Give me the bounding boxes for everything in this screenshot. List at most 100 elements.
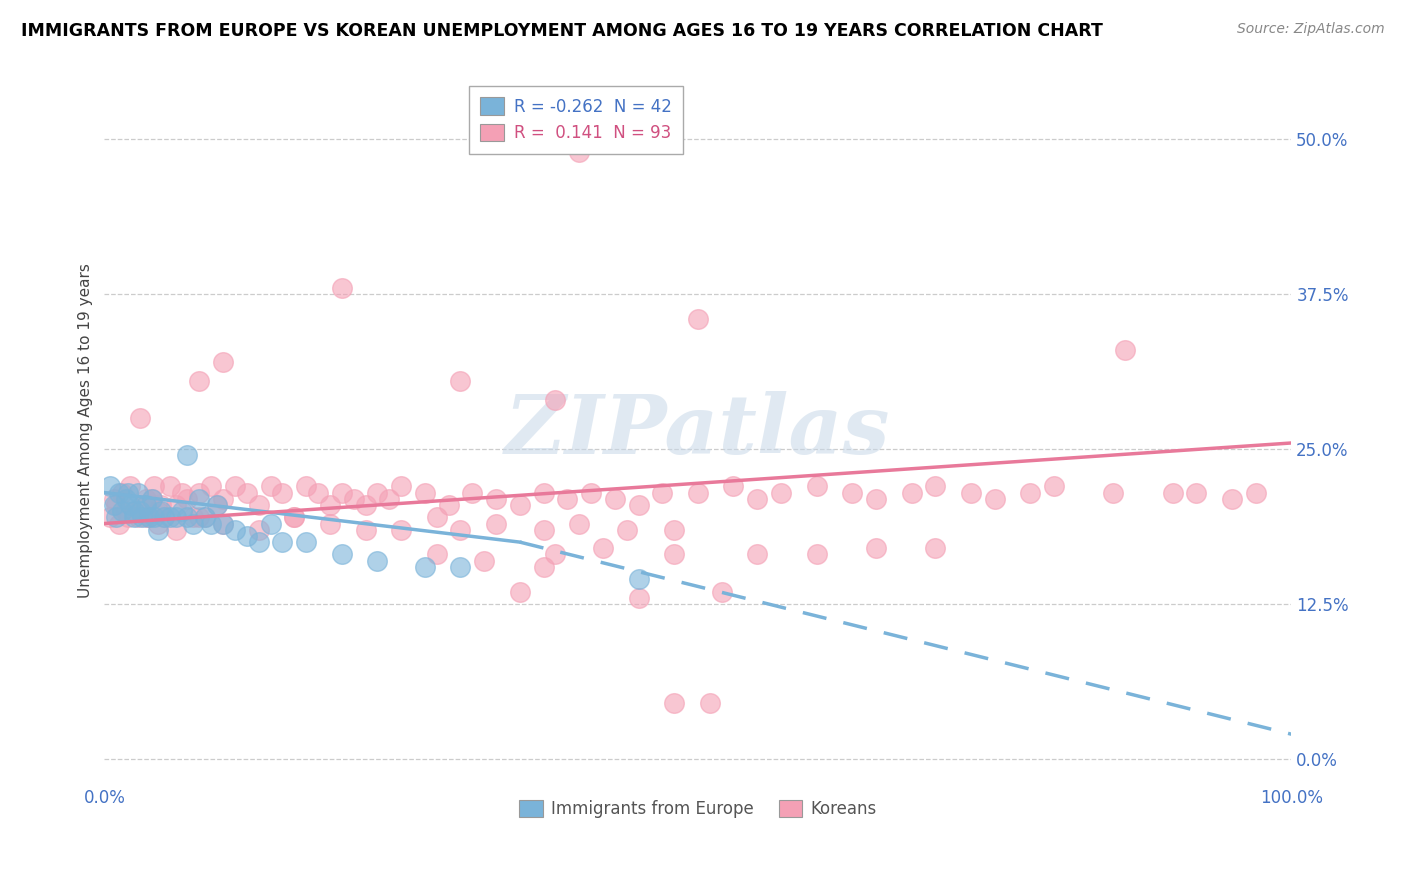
Point bbox=[283, 510, 305, 524]
Point bbox=[283, 510, 305, 524]
Point bbox=[194, 510, 217, 524]
Point bbox=[188, 374, 211, 388]
Point bbox=[159, 479, 181, 493]
Point bbox=[900, 485, 922, 500]
Point bbox=[579, 485, 602, 500]
Point bbox=[188, 491, 211, 506]
Point bbox=[627, 498, 650, 512]
Point bbox=[247, 523, 270, 537]
Point bbox=[212, 516, 235, 531]
Point bbox=[1220, 491, 1243, 506]
Point bbox=[183, 510, 205, 524]
Point bbox=[194, 510, 217, 524]
Point bbox=[389, 523, 412, 537]
Legend: Immigrants from Europe, Koreans: Immigrants from Europe, Koreans bbox=[513, 793, 883, 825]
Point bbox=[247, 498, 270, 512]
Point bbox=[127, 510, 149, 524]
Point bbox=[686, 485, 709, 500]
Point bbox=[389, 479, 412, 493]
Point bbox=[747, 548, 769, 562]
Point bbox=[354, 498, 377, 512]
Point bbox=[117, 485, 139, 500]
Point bbox=[806, 548, 828, 562]
Point bbox=[461, 485, 484, 500]
Point bbox=[1114, 343, 1136, 357]
Point bbox=[747, 491, 769, 506]
Point bbox=[662, 696, 685, 710]
Point bbox=[188, 510, 211, 524]
Point bbox=[533, 485, 555, 500]
Text: Source: ZipAtlas.com: Source: ZipAtlas.com bbox=[1237, 22, 1385, 37]
Point bbox=[723, 479, 745, 493]
Point bbox=[627, 572, 650, 586]
Point bbox=[295, 479, 318, 493]
Point bbox=[152, 510, 174, 524]
Point bbox=[141, 491, 163, 506]
Point bbox=[924, 541, 946, 556]
Point bbox=[295, 535, 318, 549]
Point bbox=[159, 510, 181, 524]
Point bbox=[354, 523, 377, 537]
Point bbox=[205, 498, 228, 512]
Point bbox=[1161, 485, 1184, 500]
Point bbox=[307, 485, 329, 500]
Point bbox=[960, 485, 983, 500]
Point bbox=[111, 504, 134, 518]
Point bbox=[271, 485, 294, 500]
Point bbox=[699, 696, 721, 710]
Point bbox=[627, 591, 650, 605]
Point bbox=[205, 498, 228, 512]
Point bbox=[450, 374, 472, 388]
Point bbox=[485, 516, 508, 531]
Point bbox=[131, 498, 153, 512]
Point bbox=[366, 485, 388, 500]
Point bbox=[98, 479, 121, 493]
Point bbox=[236, 529, 259, 543]
Point bbox=[1185, 485, 1208, 500]
Point bbox=[841, 485, 863, 500]
Point bbox=[686, 312, 709, 326]
Point bbox=[122, 510, 145, 524]
Point bbox=[150, 498, 173, 512]
Point bbox=[533, 523, 555, 537]
Point bbox=[544, 548, 567, 562]
Point bbox=[426, 510, 449, 524]
Point bbox=[983, 491, 1005, 506]
Point bbox=[485, 491, 508, 506]
Point bbox=[117, 510, 139, 524]
Point bbox=[165, 498, 187, 512]
Point bbox=[176, 449, 198, 463]
Point bbox=[509, 498, 531, 512]
Point bbox=[271, 535, 294, 549]
Point bbox=[378, 491, 401, 506]
Point bbox=[319, 516, 342, 531]
Point bbox=[472, 554, 495, 568]
Point bbox=[224, 523, 246, 537]
Point bbox=[103, 491, 125, 506]
Point bbox=[509, 584, 531, 599]
Point bbox=[165, 510, 187, 524]
Point bbox=[176, 491, 198, 506]
Point bbox=[806, 479, 828, 493]
Point bbox=[616, 523, 638, 537]
Point bbox=[143, 510, 166, 524]
Point bbox=[135, 498, 157, 512]
Text: ZIPatlas: ZIPatlas bbox=[505, 391, 890, 471]
Point bbox=[330, 548, 353, 562]
Point bbox=[107, 516, 129, 531]
Point bbox=[1102, 485, 1125, 500]
Point bbox=[120, 479, 142, 493]
Point bbox=[568, 516, 591, 531]
Point bbox=[603, 491, 626, 506]
Point bbox=[105, 510, 128, 524]
Point bbox=[769, 485, 792, 500]
Point bbox=[122, 504, 145, 518]
Point bbox=[200, 516, 222, 531]
Point bbox=[330, 485, 353, 500]
Point bbox=[568, 145, 591, 159]
Point bbox=[865, 541, 887, 556]
Point bbox=[437, 498, 460, 512]
Text: IMMIGRANTS FROM EUROPE VS KOREAN UNEMPLOYMENT AMONG AGES 16 TO 19 YEARS CORRELAT: IMMIGRANTS FROM EUROPE VS KOREAN UNEMPLO… bbox=[21, 22, 1102, 40]
Point bbox=[426, 548, 449, 562]
Point bbox=[138, 510, 160, 524]
